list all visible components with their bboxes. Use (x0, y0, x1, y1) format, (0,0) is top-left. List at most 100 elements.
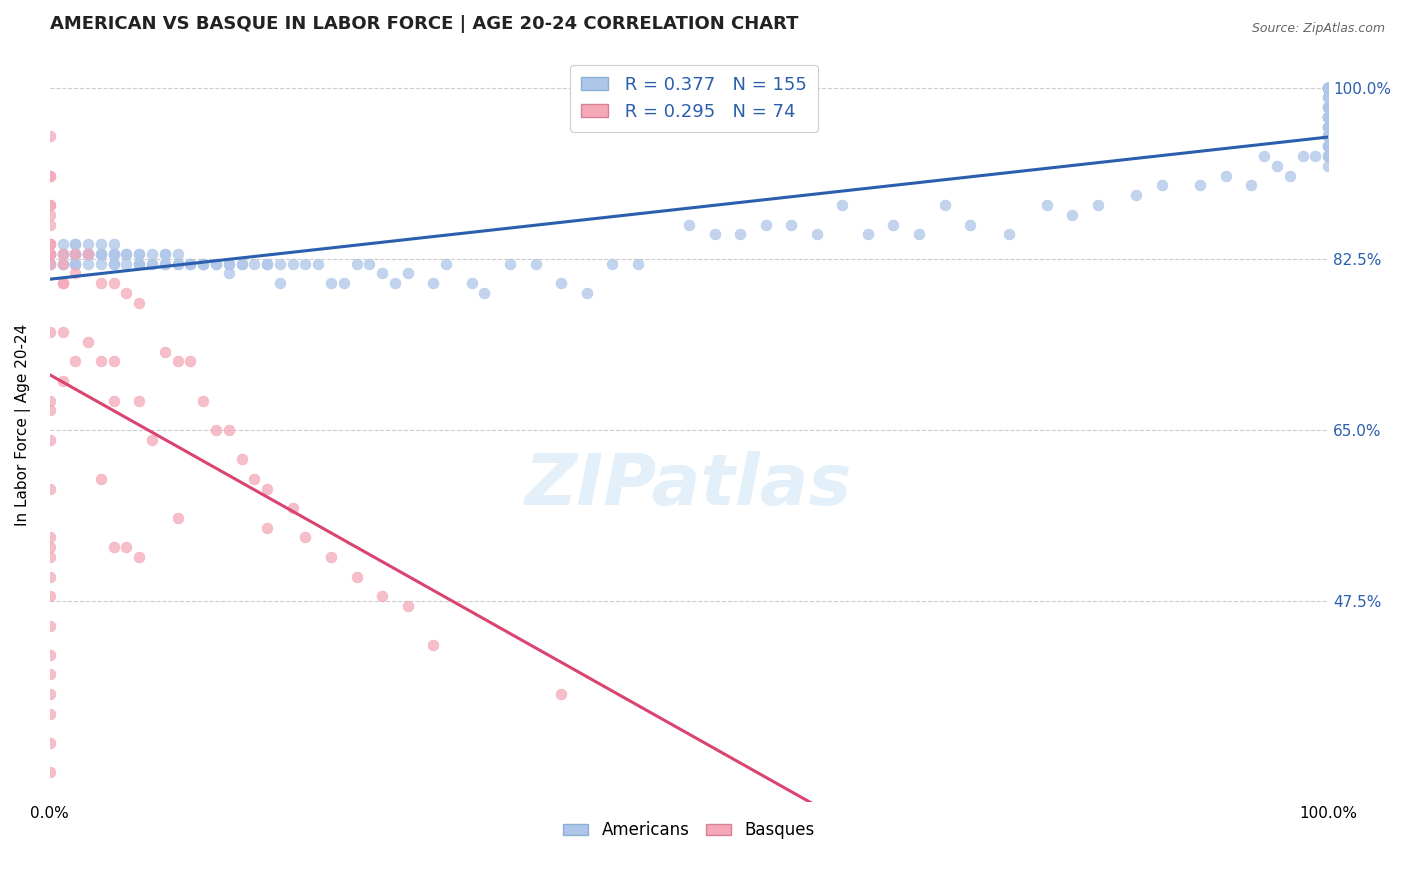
Point (90, 472, 112, 486)
Point (179, 257, 201, 271)
Point (103, 393, 125, 408)
Point (1317, 159, 1340, 173)
Point (1317, 80, 1340, 95)
Point (77, 247, 100, 261)
Point (166, 247, 188, 261)
Point (38, 541, 60, 555)
Point (38, 198, 60, 212)
Point (474, 285, 496, 300)
Point (780, 218, 803, 232)
Point (153, 257, 176, 271)
Point (1317, 80, 1340, 95)
Point (371, 589, 394, 603)
Point (141, 433, 163, 447)
Point (1240, 178, 1263, 193)
Point (422, 276, 444, 290)
Point (153, 257, 176, 271)
Point (550, 276, 572, 290)
Text: ZIPatlas: ZIPatlas (526, 450, 852, 520)
Y-axis label: In Labor Force | Age 20-24: In Labor Force | Age 20-24 (15, 324, 31, 526)
Point (65, 257, 87, 271)
Point (499, 257, 522, 271)
Point (38, 393, 60, 408)
Point (1317, 80, 1340, 95)
Point (703, 227, 725, 242)
Point (460, 276, 482, 290)
Point (1036, 198, 1059, 212)
Point (359, 257, 381, 271)
Point (179, 257, 201, 271)
Point (333, 276, 356, 290)
Point (38, 403, 60, 417)
Point (128, 295, 150, 310)
Point (141, 247, 163, 261)
Point (51, 276, 73, 290)
Point (38, 257, 60, 271)
Point (115, 247, 138, 261)
Point (103, 276, 125, 290)
Point (1317, 139, 1340, 153)
Point (38, 482, 60, 496)
Point (1125, 188, 1147, 202)
Point (103, 247, 125, 261)
Point (524, 257, 547, 271)
Point (1215, 169, 1237, 183)
Point (38, 247, 60, 261)
Point (38, 208, 60, 222)
Point (115, 247, 138, 261)
Point (231, 452, 253, 467)
Point (51, 257, 73, 271)
Point (153, 344, 176, 359)
Point (1317, 80, 1340, 95)
Point (38, 198, 60, 212)
Point (77, 237, 100, 252)
Point (1317, 129, 1340, 144)
Point (256, 257, 278, 271)
Point (38, 549, 60, 564)
Point (218, 423, 240, 437)
Point (281, 501, 304, 516)
Point (575, 285, 598, 300)
Point (90, 237, 112, 252)
Point (90, 276, 112, 290)
Point (205, 257, 228, 271)
Point (1317, 80, 1340, 95)
Point (997, 227, 1019, 242)
Point (346, 257, 368, 271)
Point (191, 257, 214, 271)
Point (269, 257, 291, 271)
Point (1317, 80, 1340, 95)
Point (38, 706, 60, 721)
Point (38, 531, 60, 545)
Point (51, 247, 73, 261)
Point (1317, 129, 1340, 144)
Point (166, 511, 188, 525)
Point (1317, 110, 1340, 124)
Point (166, 354, 188, 368)
Point (1253, 149, 1275, 163)
Point (1317, 129, 1340, 144)
Point (38, 237, 60, 252)
Point (38, 736, 60, 750)
Point (281, 257, 304, 271)
Point (319, 276, 342, 290)
Point (38, 648, 60, 662)
Point (38, 325, 60, 339)
Point (128, 393, 150, 408)
Point (128, 257, 150, 271)
Point (51, 257, 73, 271)
Point (77, 247, 100, 261)
Point (90, 354, 112, 368)
Point (38, 257, 60, 271)
Point (1317, 100, 1340, 114)
Point (1317, 149, 1340, 163)
Point (1317, 100, 1340, 114)
Point (103, 237, 125, 252)
Point (51, 374, 73, 388)
Point (90, 247, 112, 261)
Point (959, 218, 981, 232)
Point (191, 257, 214, 271)
Point (205, 257, 228, 271)
Point (908, 227, 931, 242)
Point (1317, 80, 1340, 95)
